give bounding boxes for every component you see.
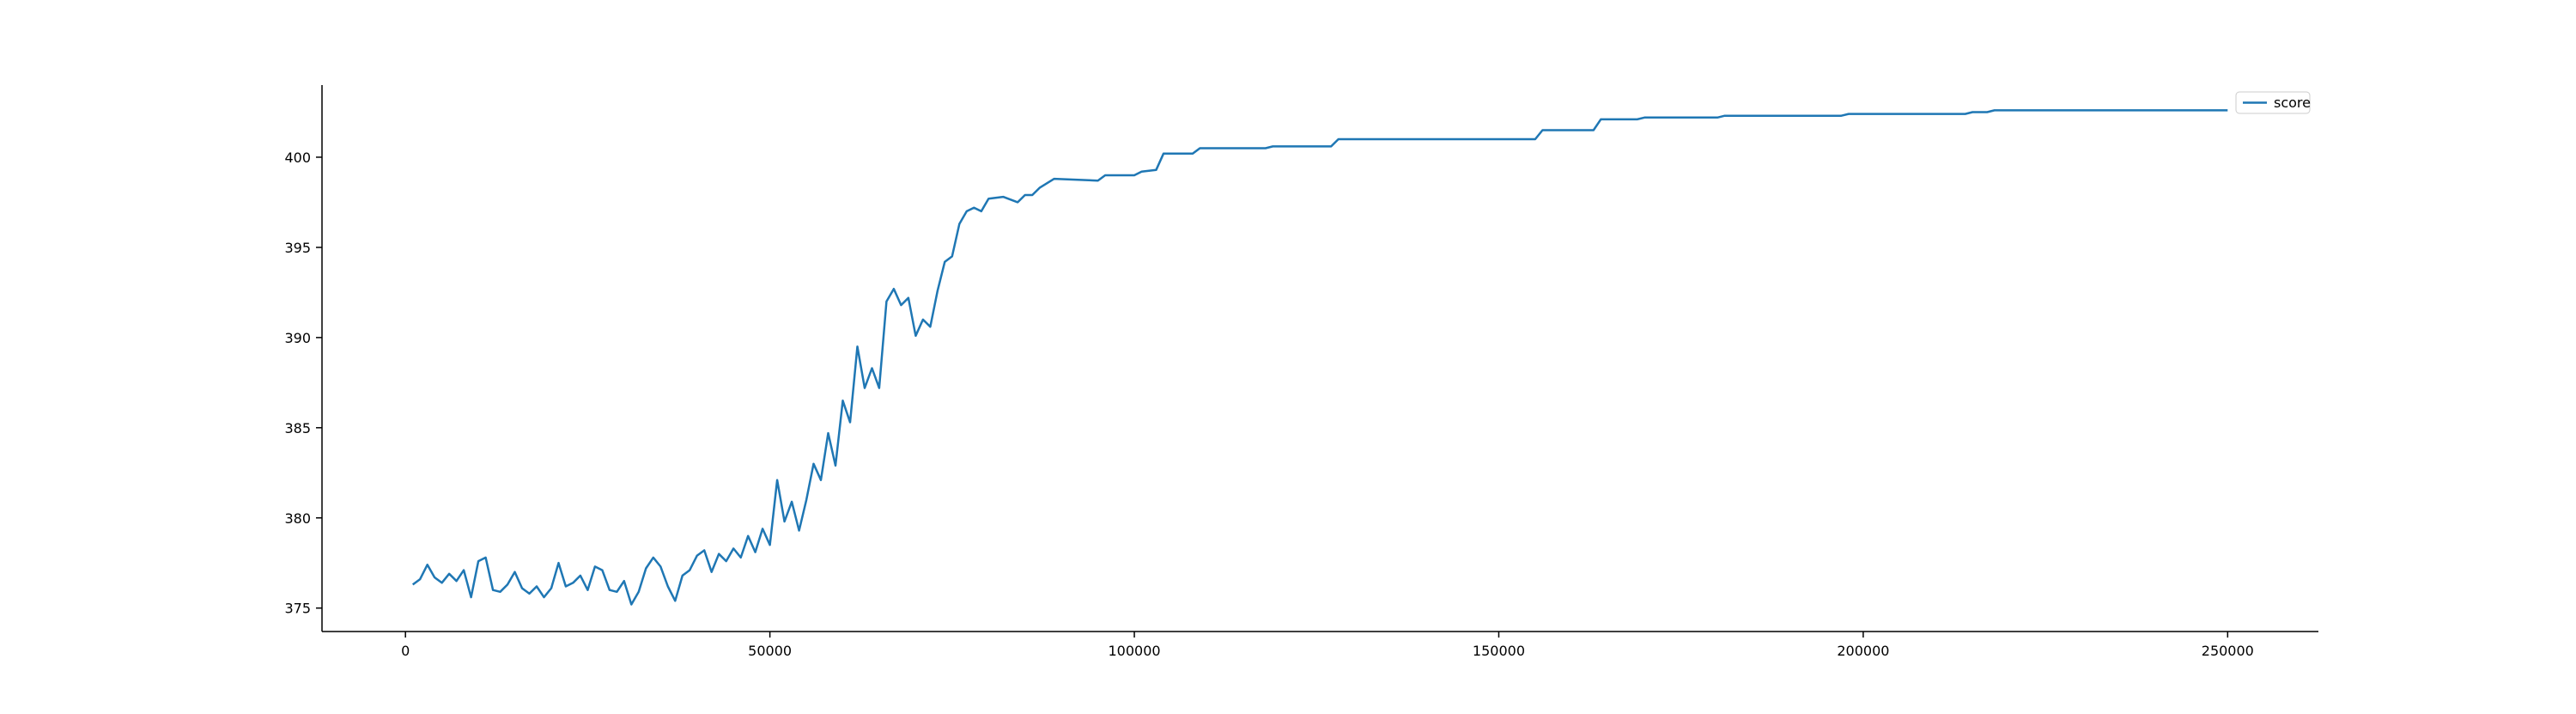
legend-label: score: [2274, 95, 2311, 111]
y-tick-label: 385: [284, 420, 311, 436]
x-tick-label: 150000: [1473, 643, 1525, 659]
legend: score: [2235, 91, 2311, 114]
legend-box: [2235, 91, 2311, 114]
line-series: [411, 109, 2228, 606]
x-tick-label: 100000: [1109, 643, 1161, 659]
y-tick-label: 380: [284, 510, 311, 527]
y-tick-label: 390: [284, 330, 311, 346]
x-tick-label: 0: [401, 643, 410, 659]
y-tick-label: 375: [284, 601, 311, 617]
x-tick-label: 250000: [2202, 643, 2254, 659]
x-tick-label: 200000: [1837, 643, 1889, 659]
x-tick-label: 50000: [748, 643, 792, 659]
y-tick-label: 400: [284, 150, 311, 166]
y-tick-label: 395: [284, 240, 311, 256]
